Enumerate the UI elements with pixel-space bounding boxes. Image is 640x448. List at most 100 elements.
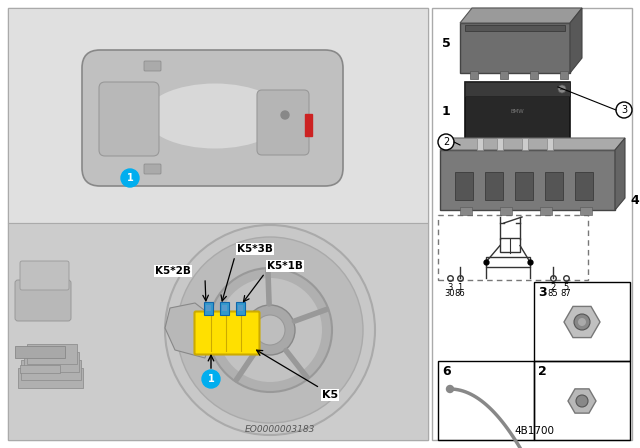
Text: 3: 3 (538, 286, 547, 299)
Circle shape (177, 237, 363, 423)
Bar (522, 138, 528, 150)
Text: 5: 5 (563, 283, 568, 292)
Bar (465, 82, 570, 96)
Text: 86: 86 (454, 289, 465, 298)
Circle shape (165, 225, 375, 435)
Bar (580, 207, 592, 215)
Bar (238, 305, 243, 311)
Bar (500, 207, 512, 215)
Bar (485, 172, 503, 200)
Circle shape (447, 385, 454, 392)
Circle shape (218, 278, 322, 382)
Circle shape (438, 134, 454, 150)
Bar (515, 172, 533, 200)
Polygon shape (440, 138, 625, 150)
Circle shape (576, 395, 588, 407)
Bar (575, 172, 593, 200)
Text: K5: K5 (322, 390, 338, 400)
Text: K5*3B: K5*3B (237, 244, 273, 254)
Bar (497, 138, 503, 150)
Bar (545, 172, 563, 200)
Text: 4: 4 (630, 194, 639, 207)
Bar (540, 207, 552, 215)
Bar (465, 82, 570, 140)
Text: 1: 1 (458, 283, 463, 292)
Ellipse shape (145, 83, 285, 148)
Bar (206, 305, 211, 311)
Bar (460, 23, 570, 73)
Bar (8, 8, 428, 440)
Polygon shape (460, 8, 582, 23)
Bar (560, 71, 568, 79)
Bar (455, 172, 473, 200)
Polygon shape (615, 138, 625, 210)
Bar (470, 71, 478, 79)
Bar (534, 361, 630, 440)
Bar (438, 361, 534, 440)
Text: K5*2B: K5*2B (155, 266, 191, 276)
Text: 4B1700: 4B1700 (514, 426, 554, 436)
Text: 6: 6 (442, 365, 451, 378)
Text: 87: 87 (561, 289, 572, 298)
Circle shape (121, 169, 139, 187)
Bar (20, 365, 60, 373)
FancyBboxPatch shape (195, 311, 259, 354)
Polygon shape (570, 8, 582, 73)
Circle shape (616, 102, 632, 118)
Bar (24, 352, 79, 372)
Text: 5: 5 (442, 36, 451, 49)
Text: EO0000003183: EO0000003183 (245, 425, 315, 434)
Text: 2: 2 (443, 137, 449, 147)
Bar (27, 344, 77, 364)
Circle shape (281, 111, 289, 119)
Bar (534, 282, 630, 361)
Bar (530, 71, 538, 79)
Bar (8, 223, 428, 440)
Circle shape (208, 268, 332, 392)
Bar (465, 25, 565, 31)
Text: 3: 3 (621, 105, 627, 115)
Text: 1: 1 (442, 104, 451, 117)
Bar (500, 71, 508, 79)
Bar (547, 138, 553, 150)
Bar (21, 360, 81, 380)
Bar (18, 368, 83, 388)
Text: 30: 30 (445, 289, 455, 298)
Bar (220, 302, 229, 315)
Bar (460, 207, 472, 215)
Polygon shape (165, 303, 210, 358)
Bar (500, 238, 520, 253)
Text: 2: 2 (550, 283, 556, 292)
Bar (477, 138, 483, 150)
Bar (236, 302, 245, 315)
Circle shape (558, 85, 566, 93)
FancyBboxPatch shape (144, 61, 161, 71)
Bar (15, 346, 65, 358)
Bar (305, 114, 312, 136)
Bar (8, 8, 428, 223)
Text: 2: 2 (538, 365, 547, 378)
FancyBboxPatch shape (144, 164, 161, 174)
Text: 3: 3 (447, 283, 452, 292)
FancyBboxPatch shape (99, 82, 159, 156)
Text: 1: 1 (207, 374, 214, 384)
Text: K5*1B: K5*1B (267, 261, 303, 271)
Text: 85: 85 (548, 289, 558, 298)
FancyBboxPatch shape (257, 90, 309, 155)
Circle shape (245, 305, 295, 355)
Bar (438, 215, 588, 280)
Bar (440, 150, 615, 210)
Bar (222, 305, 227, 311)
Bar (204, 302, 213, 315)
Circle shape (202, 370, 220, 388)
Bar (486, 257, 530, 267)
Circle shape (574, 314, 590, 330)
FancyBboxPatch shape (82, 50, 343, 186)
Bar (432, 8, 632, 440)
Circle shape (255, 315, 285, 345)
Text: BMW: BMW (511, 108, 524, 113)
Circle shape (578, 318, 586, 326)
Text: 1: 1 (127, 173, 133, 183)
FancyBboxPatch shape (20, 261, 69, 290)
FancyBboxPatch shape (15, 280, 71, 321)
